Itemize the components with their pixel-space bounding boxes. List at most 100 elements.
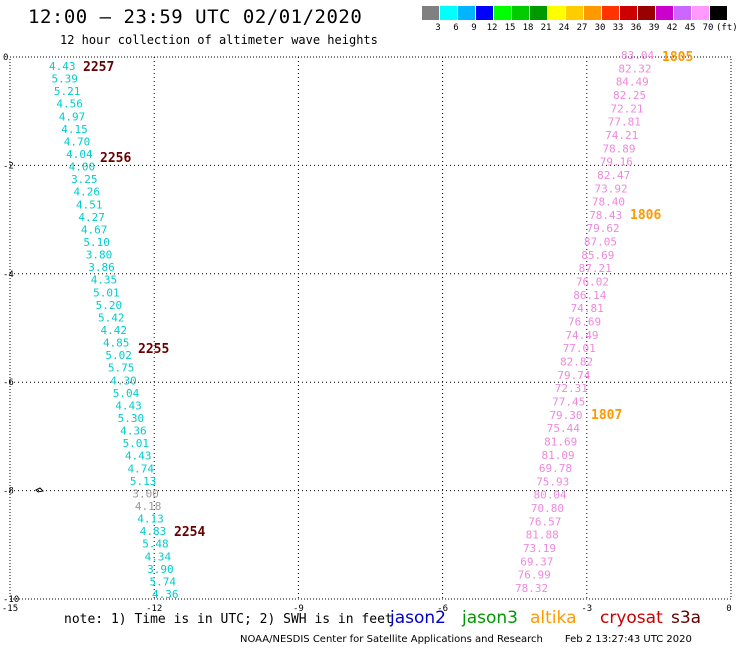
footer-timestamp: Feb 2 13:27:43 UTC 2020 [564, 634, 692, 645]
swh-value-label: 76.57 [528, 515, 561, 528]
lon-tick-label: -12 [146, 604, 162, 614]
swh-value-label: 82.32 [618, 62, 651, 75]
altimeter-track-left: 4.435.395.214.564.974.154.704.044.003.25… [49, 60, 205, 601]
lon-tick-label: 0 [726, 604, 731, 614]
legend-swatch [476, 6, 493, 20]
swh-value-label: 5.75 [108, 362, 135, 375]
legend-label: 24 [558, 23, 570, 33]
footer: NOAA/NESDIS Center for Satellite Applica… [240, 634, 692, 645]
longitude-tick-labels: -15 -12 -9 -6 -3 0 [2, 604, 732, 614]
swh-value-label: 82.47 [597, 169, 630, 182]
swh-value-label: 79.16 [600, 156, 633, 169]
swh-value-label: 81.09 [542, 449, 575, 462]
swh-value-label: 72.31 [555, 382, 588, 395]
swh-value-label: 78.89 [602, 142, 635, 155]
legend-label: 39 [648, 23, 660, 33]
swh-value-label: 5.30 [118, 412, 144, 425]
legend-label: 9 [471, 23, 477, 33]
swh-value-label: 70.80 [531, 502, 564, 515]
legend-swatch [494, 6, 511, 20]
time-label: 2256 [100, 151, 131, 166]
swh-value-label: 4.04 [66, 148, 93, 161]
swh-value-label: 76.69 [568, 316, 601, 329]
legend-swatch [548, 6, 565, 20]
swh-value-label: 4.51 [76, 198, 103, 211]
swh-value-label: 4.85 [103, 337, 130, 350]
swh-value-label: 82.82 [560, 355, 593, 368]
legend-label: 15 [504, 23, 516, 33]
swh-value-label: 72.21 [610, 102, 643, 115]
legend-swatch [638, 6, 655, 20]
legend-swatch [440, 6, 457, 20]
swh-value-label: 76.02 [576, 276, 609, 289]
altimeter-track-right: 83.0482.3284.4982.2572.2177.8174.2178.89… [515, 49, 693, 595]
legend-label: 42 [666, 23, 678, 33]
swh-value-label: 4.36 [120, 425, 147, 438]
swh-value-label: 4.13 [137, 513, 164, 526]
swh-value-label: 4.35 [91, 274, 118, 287]
legend-label: 3 [435, 23, 441, 33]
swh-value-label: 3.80 [86, 249, 113, 262]
swh-value-label: 5.01 [123, 437, 150, 450]
mission-name-s3a: s3a [671, 608, 702, 628]
lat-tick-label: -10 [3, 595, 19, 605]
legend-swatch [566, 6, 583, 20]
legend-label: 6 [453, 23, 459, 33]
time-label: 1807 [591, 408, 622, 423]
swh-value-label: 84.49 [616, 76, 649, 89]
swh-value-label: 81.88 [526, 529, 559, 542]
coastline-fragment [35, 487, 45, 493]
legend-label: 21 [540, 23, 552, 33]
legend-swatch [692, 6, 709, 20]
map-frame [9, 56, 732, 600]
swh-value-label: 4.74 [127, 462, 154, 475]
swh-value-label: 75.44 [547, 422, 580, 435]
chart-subtitle: 12 hour collection of altimeter wave hei… [60, 33, 378, 47]
swh-value-label: 79.30 [549, 409, 582, 422]
footer-credit: NOAA/NESDIS Center for Satellite Applica… [240, 634, 543, 645]
swh-value-label: 87.05 [584, 236, 617, 249]
swh-value-label: 81.69 [544, 435, 577, 448]
legend-swatch [458, 6, 475, 20]
legend-label: 30 [594, 23, 606, 33]
swh-value-label: 3.00 [132, 487, 159, 500]
lat-tick-label: -2 [3, 161, 14, 171]
legend-label: 27 [576, 23, 588, 33]
legend-label: (ft) [716, 23, 738, 33]
swh-value-label: 82.25 [613, 89, 646, 102]
legend-label: 45 [684, 23, 696, 33]
legend-label: 18 [522, 23, 534, 33]
legend-label: 70 [702, 23, 714, 33]
latitude-tick-labels: 0 -2 -4 -6 -8 -10 [3, 53, 19, 605]
lat-tick-label: -6 [3, 378, 14, 388]
lat-tick-label: -4 [3, 270, 14, 280]
swh-value-label: 86.14 [573, 289, 606, 302]
swh-value-label: 5.39 [51, 73, 77, 86]
swh-value-label: 74.81 [571, 302, 604, 315]
map-border [9, 56, 732, 600]
lat-tick-label: 0 [3, 53, 8, 63]
legend-label: 33 [612, 23, 624, 33]
lon-tick-label: -3 [581, 604, 592, 614]
legend-swatch [620, 6, 637, 20]
swh-value-label: 69.78 [539, 462, 572, 475]
time-label: 1805 [662, 50, 693, 65]
swh-value-label: 77.45 [552, 395, 585, 408]
swh-value-label: 73.19 [523, 542, 556, 555]
lon-tick-label: -15 [2, 604, 18, 614]
swh-value-label: 4.67 [81, 223, 108, 236]
legend-swatch [584, 6, 601, 20]
time-label: 2255 [138, 342, 169, 357]
swh-value-label: 5.01 [93, 286, 120, 299]
mission-name-jason2: jason2 [390, 608, 446, 628]
swh-value-label: 4.27 [78, 211, 105, 224]
swh-value-label: 4.30 [110, 374, 137, 387]
swh-value-label: 85.69 [581, 249, 614, 262]
swh-value-label: 4.83 [140, 525, 167, 538]
lat-tick-label: -8 [3, 487, 14, 497]
swh-value-label: 5.42 [98, 311, 125, 324]
swh-value-label: 5.13 [130, 475, 157, 488]
swh-value-label: 4.36 [152, 588, 179, 601]
swh-value-label: 5.02 [105, 349, 131, 362]
